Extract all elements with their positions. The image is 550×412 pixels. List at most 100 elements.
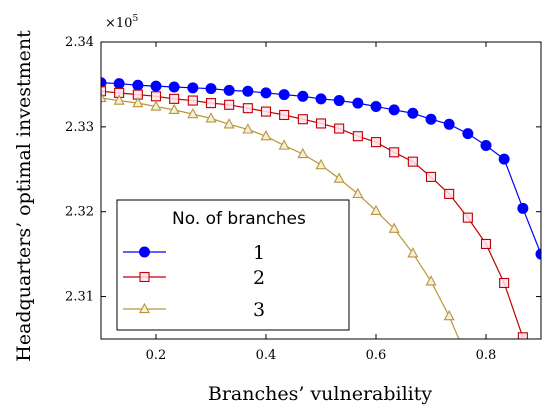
data-point bbox=[242, 85, 254, 97]
data-point bbox=[444, 188, 455, 199]
series-1 bbox=[101, 77, 541, 260]
data-point bbox=[169, 93, 180, 104]
data-point bbox=[242, 123, 254, 134]
data-point bbox=[352, 131, 363, 142]
data-point bbox=[443, 309, 455, 321]
data-point bbox=[223, 84, 235, 96]
data-point bbox=[425, 113, 437, 125]
legend-entry-2: 2 bbox=[123, 267, 265, 289]
y-axis-label: Headquarters’ optimal investment bbox=[13, 30, 35, 362]
data-point bbox=[242, 103, 253, 114]
data-point bbox=[407, 156, 418, 167]
data-point bbox=[113, 78, 125, 90]
data-point bbox=[187, 95, 198, 106]
data-point bbox=[388, 104, 400, 116]
data-point bbox=[260, 87, 272, 99]
data-point bbox=[388, 222, 400, 233]
data-point bbox=[498, 153, 510, 165]
data-point bbox=[205, 98, 217, 109]
data-point bbox=[481, 404, 490, 412]
y-tick-label: 2.34 bbox=[65, 35, 94, 50]
legend-label: 1 bbox=[253, 242, 265, 264]
data-point bbox=[463, 355, 472, 364]
data-point bbox=[517, 332, 528, 339]
legend-title: No. of branches bbox=[172, 209, 306, 229]
data-point bbox=[443, 118, 455, 130]
legend-marker bbox=[138, 302, 151, 314]
data-point bbox=[462, 212, 473, 223]
legend-marker bbox=[139, 271, 150, 283]
data-point bbox=[370, 137, 382, 148]
x-tick-label: 0.4 bbox=[256, 348, 277, 363]
data-point bbox=[352, 187, 364, 199]
data-point bbox=[462, 128, 474, 140]
data-point bbox=[297, 114, 308, 125]
series-line bbox=[101, 97, 460, 339]
data-point bbox=[150, 80, 162, 92]
legend-label: 3 bbox=[253, 299, 265, 321]
y-tick-label: 2.32 bbox=[65, 205, 94, 220]
data-point bbox=[333, 172, 345, 183]
data-point bbox=[278, 139, 290, 150]
legend-label: 2 bbox=[253, 267, 265, 289]
data-point bbox=[352, 97, 364, 109]
data-point bbox=[279, 109, 290, 121]
data-point bbox=[315, 158, 327, 170]
data-point bbox=[278, 89, 290, 101]
series-3 bbox=[101, 91, 490, 412]
data-point bbox=[389, 147, 400, 158]
data-point bbox=[150, 91, 162, 102]
data-point bbox=[334, 123, 345, 134]
data-point bbox=[425, 275, 437, 286]
data-point bbox=[223, 118, 235, 129]
data-point bbox=[260, 130, 272, 141]
x-tick-label: 0.2 bbox=[146, 348, 167, 363]
legend: No. of branches 1 2 3 bbox=[116, 199, 350, 331]
data-point bbox=[407, 247, 419, 258]
legend-entry-3: 3 bbox=[123, 299, 265, 321]
data-point bbox=[224, 99, 235, 110]
data-point bbox=[101, 86, 107, 97]
axis-ticks: 0.2 0.4 0.6 0.8 2.31 2.32 2.33 2.34 bbox=[65, 35, 541, 363]
data-point bbox=[132, 79, 144, 91]
data-point bbox=[370, 204, 382, 216]
data-point bbox=[370, 100, 382, 112]
data-point bbox=[187, 82, 199, 94]
legend-entries: 1 2 3 bbox=[123, 242, 265, 321]
legend-marker bbox=[139, 246, 150, 258]
data-point bbox=[333, 95, 345, 107]
data-point bbox=[260, 106, 272, 117]
y-multiplier: ×105 bbox=[105, 14, 138, 31]
legend-entry-1: 1 bbox=[123, 242, 265, 264]
data-point bbox=[297, 147, 309, 159]
plot-frame bbox=[100, 41, 542, 340]
data-point bbox=[425, 171, 437, 182]
series-2 bbox=[101, 86, 528, 339]
x-axis-label: Branches’ vulnerability bbox=[208, 383, 433, 405]
data-point bbox=[315, 93, 327, 105]
y-tick-label: 2.31 bbox=[65, 290, 94, 305]
data-point bbox=[168, 81, 180, 93]
data-point bbox=[132, 96, 144, 108]
data-point bbox=[168, 103, 180, 115]
data-point bbox=[297, 90, 309, 102]
data-point bbox=[150, 100, 162, 111]
data-point bbox=[480, 140, 492, 152]
data-point bbox=[205, 83, 217, 95]
y-tick-label: 2.33 bbox=[65, 120, 94, 135]
data-point bbox=[205, 112, 217, 123]
x-tick-label: 0.6 bbox=[366, 348, 387, 363]
data-point bbox=[187, 107, 199, 119]
data-point bbox=[315, 118, 327, 129]
data-point bbox=[517, 202, 529, 214]
data-point bbox=[101, 77, 107, 89]
data-point bbox=[499, 277, 510, 289]
data-point bbox=[480, 238, 492, 250]
data-point bbox=[535, 248, 541, 260]
data-point bbox=[101, 91, 107, 103]
data-point bbox=[407, 107, 419, 119]
data-point bbox=[113, 94, 125, 105]
series-layer bbox=[101, 77, 541, 412]
x-tick-label: 0.8 bbox=[476, 348, 497, 363]
